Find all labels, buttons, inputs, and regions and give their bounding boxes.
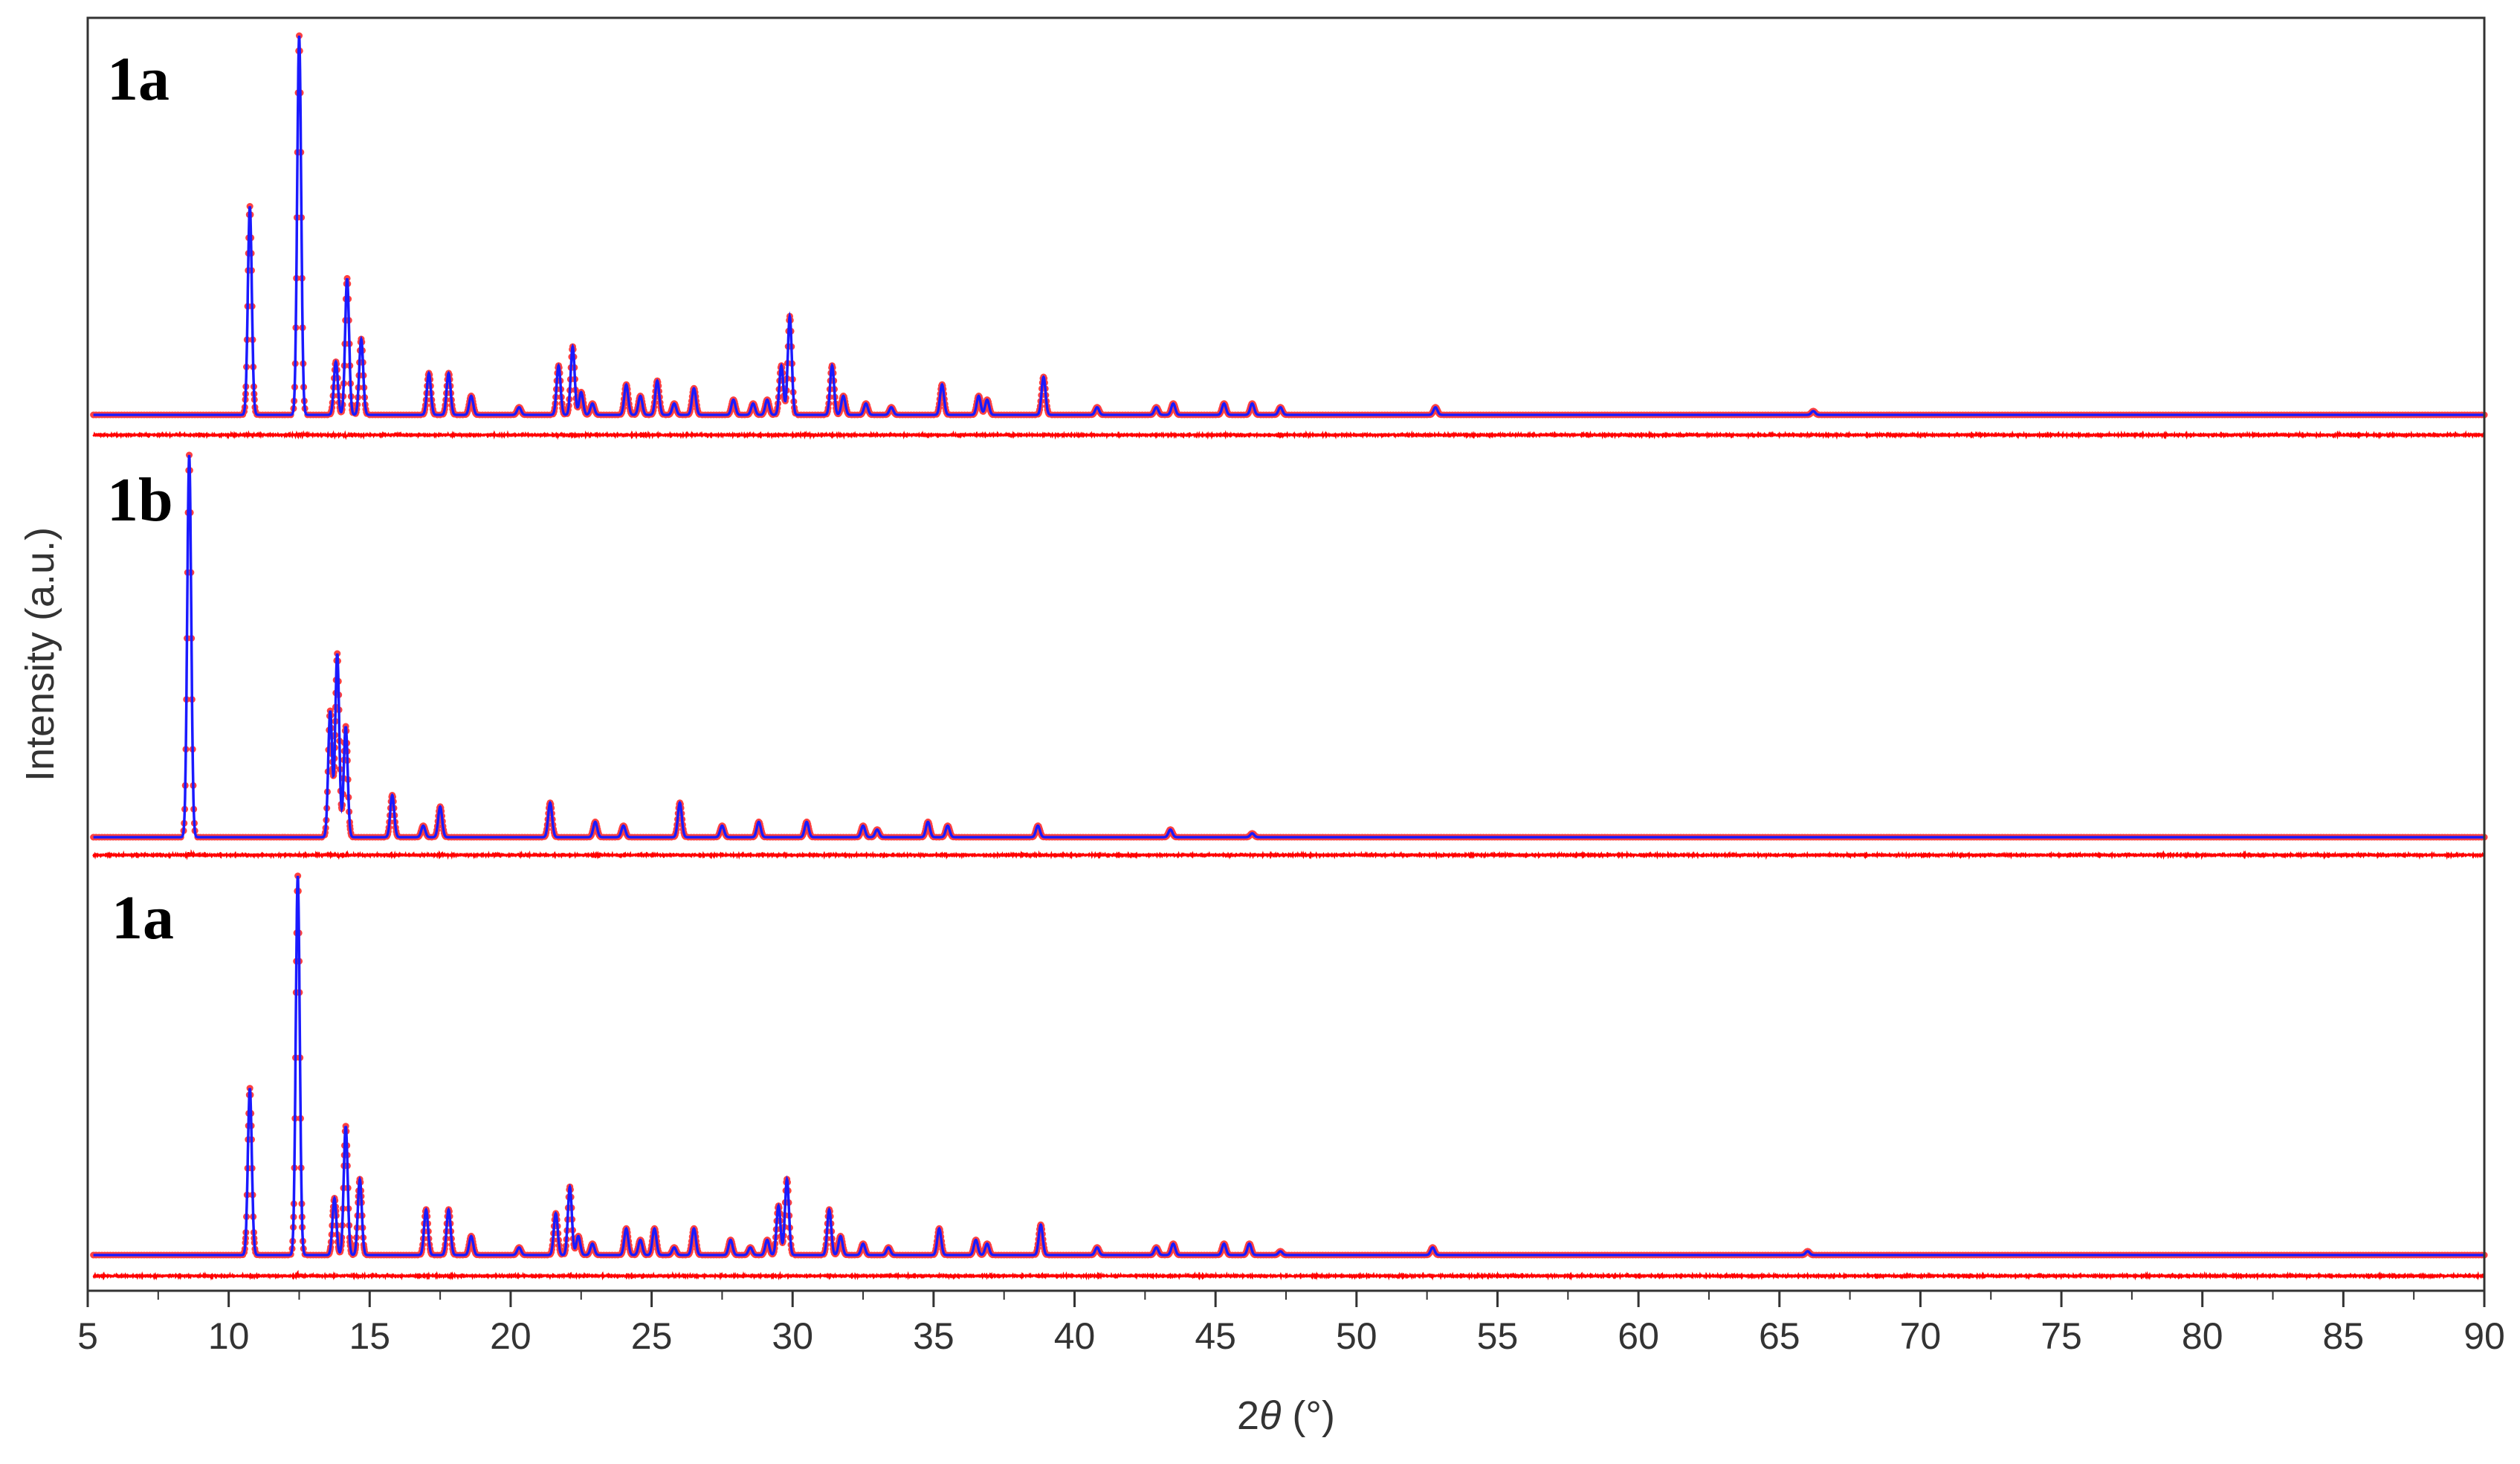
panel-1: 1a <box>90 32 2488 440</box>
x-axis-title: 2θ (°) <box>1237 1393 1335 1438</box>
x-tick-label-60: 60 <box>1618 1315 1659 1357</box>
x-tick-label-55: 55 <box>1477 1315 1519 1357</box>
x-tick-label-25: 25 <box>631 1315 673 1357</box>
plot-layer: 1a 1b 1a <box>90 32 2488 1281</box>
x-tick-label-15: 15 <box>349 1315 390 1357</box>
x-tick-label-5: 5 <box>77 1315 98 1357</box>
x-axis-title-var: θ <box>1259 1393 1281 1438</box>
x-tick-label-70: 70 <box>1900 1315 1942 1357</box>
x-tick-label-20: 20 <box>490 1315 532 1357</box>
panel-3: 1a <box>90 872 2488 1281</box>
difference-curve-2 <box>92 849 2485 860</box>
x-tick-label-10: 10 <box>208 1315 250 1357</box>
x-tick-label-90: 90 <box>2464 1315 2505 1357</box>
panel-label-3: 1a <box>112 883 174 952</box>
x-axis-title-unit: (°) <box>1281 1393 1335 1438</box>
panel-label-2: 1b <box>107 465 173 535</box>
calculated-profile-3 <box>93 875 2484 1257</box>
x-axis-title-prefix: 2 <box>1237 1393 1259 1438</box>
x-tick-label-30: 30 <box>772 1315 813 1357</box>
x-tick-label-80: 80 <box>2182 1315 2223 1357</box>
calculated-profile-2 <box>93 454 2484 839</box>
difference-curve-3 <box>92 1270 2485 1281</box>
calculated-profile-1 <box>93 35 2484 416</box>
panel-2: 1b <box>90 451 2488 860</box>
difference-curve-1 <box>92 430 2485 440</box>
y-axis-title: Intensity (a.u.) <box>18 527 62 781</box>
x-tick-label-75: 75 <box>2041 1315 2082 1357</box>
panel-label-1: 1a <box>107 45 169 114</box>
x-tick-label-45: 45 <box>1195 1315 1236 1357</box>
x-axis: 5 10 15 20 25 30 35 40 45 50 55 60 65 70 75 80 85 90 <box>77 1291 2505 1357</box>
x-tick-label-35: 35 <box>913 1315 954 1357</box>
x-tick-label-40: 40 <box>1054 1315 1096 1357</box>
x-tick-label-85: 85 <box>2323 1315 2365 1357</box>
x-tick-label-50: 50 <box>1336 1315 1377 1357</box>
x-tick-label-65: 65 <box>1759 1315 1800 1357</box>
